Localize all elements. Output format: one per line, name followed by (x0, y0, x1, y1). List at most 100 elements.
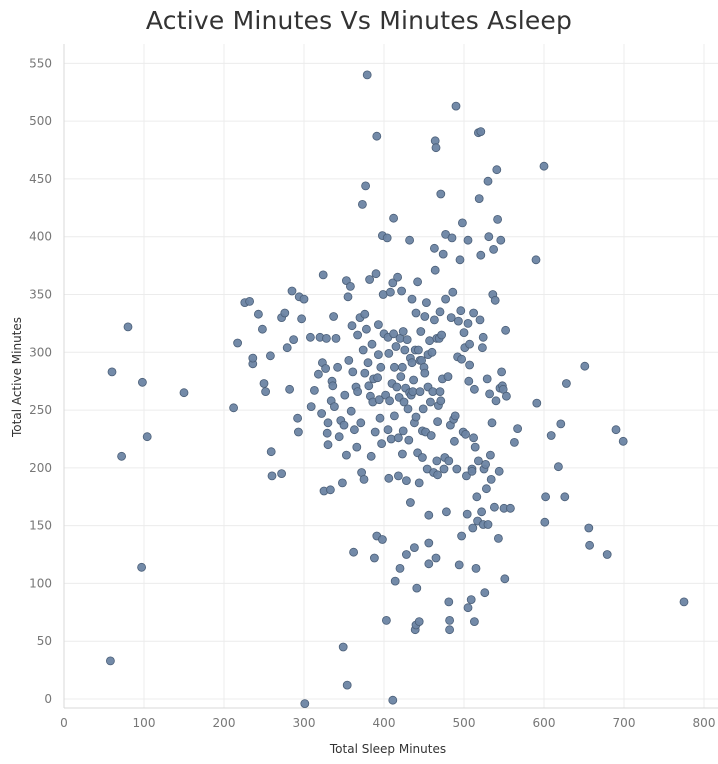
data-point (404, 435, 414, 445)
y-tick-label: 200 (29, 461, 52, 475)
data-point (179, 388, 189, 398)
data-point (300, 699, 310, 708)
data-point (257, 324, 267, 334)
data-point (413, 277, 423, 287)
data-point (408, 387, 418, 397)
data-point (358, 345, 368, 355)
data-point (337, 478, 347, 488)
data-point (391, 342, 401, 351)
data-point (322, 428, 332, 438)
data-point (445, 625, 455, 635)
data-point (359, 474, 369, 484)
data-point (421, 298, 431, 308)
data-point (455, 255, 465, 265)
data-point (487, 418, 497, 428)
data-point (328, 381, 338, 391)
data-point (429, 315, 439, 325)
data-point (474, 194, 484, 204)
data-point (396, 372, 406, 382)
y-tick-label: 0 (44, 692, 52, 706)
y-tick-label: 350 (29, 288, 52, 302)
data-point (293, 413, 303, 423)
data-point (471, 564, 481, 573)
data-point (389, 362, 399, 372)
data-point (395, 564, 405, 573)
y-tick-label: 50 (37, 634, 52, 648)
data-point (492, 165, 502, 175)
data-point (331, 333, 341, 343)
data-point (445, 616, 455, 625)
axes: 0 100 200 300 400 500 600 700 800 0 50 100 150 200 250… (29, 44, 718, 730)
data-point (476, 127, 486, 137)
data-point (618, 436, 628, 446)
data-point (420, 312, 430, 321)
data-point (386, 434, 396, 444)
data-point (372, 131, 382, 141)
data-point (329, 312, 339, 321)
data-point (475, 315, 485, 325)
data-point (356, 418, 366, 428)
data-point (468, 523, 478, 533)
data-point (343, 292, 353, 302)
data-point (245, 296, 255, 306)
data-point (413, 345, 423, 355)
data-point (476, 250, 486, 260)
data-point (393, 272, 403, 282)
data-point (411, 308, 421, 318)
data-point (457, 218, 467, 228)
data-point (456, 306, 466, 316)
data-point (432, 456, 442, 466)
data-point (397, 362, 407, 372)
data-point (448, 287, 458, 297)
data-point (393, 433, 403, 443)
data-point (347, 321, 357, 331)
data-point (317, 409, 327, 418)
data-point (277, 469, 287, 479)
data-point (398, 327, 408, 336)
data-point (490, 295, 500, 305)
data-point (352, 442, 362, 452)
data-point (480, 588, 490, 598)
data-point (389, 213, 399, 223)
data-point (424, 510, 434, 520)
data-point (433, 470, 443, 480)
data-point (585, 540, 594, 550)
data-point (405, 235, 415, 245)
data-point (428, 387, 438, 397)
data-point (371, 269, 381, 279)
data-point (370, 427, 380, 437)
data-point (489, 244, 499, 254)
data-point (345, 281, 355, 291)
data-point (443, 372, 453, 382)
data-point (436, 189, 446, 199)
data-point (313, 369, 323, 379)
data-point (602, 550, 612, 559)
data-point (229, 403, 239, 413)
x-tick-label: 500 (453, 716, 476, 730)
data-point (309, 385, 319, 395)
data-point (364, 381, 374, 391)
data-point (481, 484, 491, 494)
data-point (389, 329, 399, 339)
data-point (390, 576, 400, 586)
data-point (418, 404, 428, 414)
data-point (349, 425, 359, 435)
data-point (463, 318, 473, 328)
data-point (449, 436, 459, 446)
data-point (289, 335, 299, 345)
data-point (401, 476, 411, 486)
data-point (369, 553, 379, 563)
data-point (439, 464, 449, 474)
y-tick-label: 300 (29, 345, 52, 359)
x-tick-label: 700 (613, 716, 636, 730)
data-point (560, 492, 570, 502)
y-tick-label: 550 (29, 56, 52, 70)
data-point (435, 307, 445, 317)
x-tick-label: 100 (133, 716, 156, 730)
data-point (383, 425, 393, 435)
data-point (385, 396, 395, 406)
data-point (393, 471, 403, 481)
data-point (367, 339, 377, 349)
